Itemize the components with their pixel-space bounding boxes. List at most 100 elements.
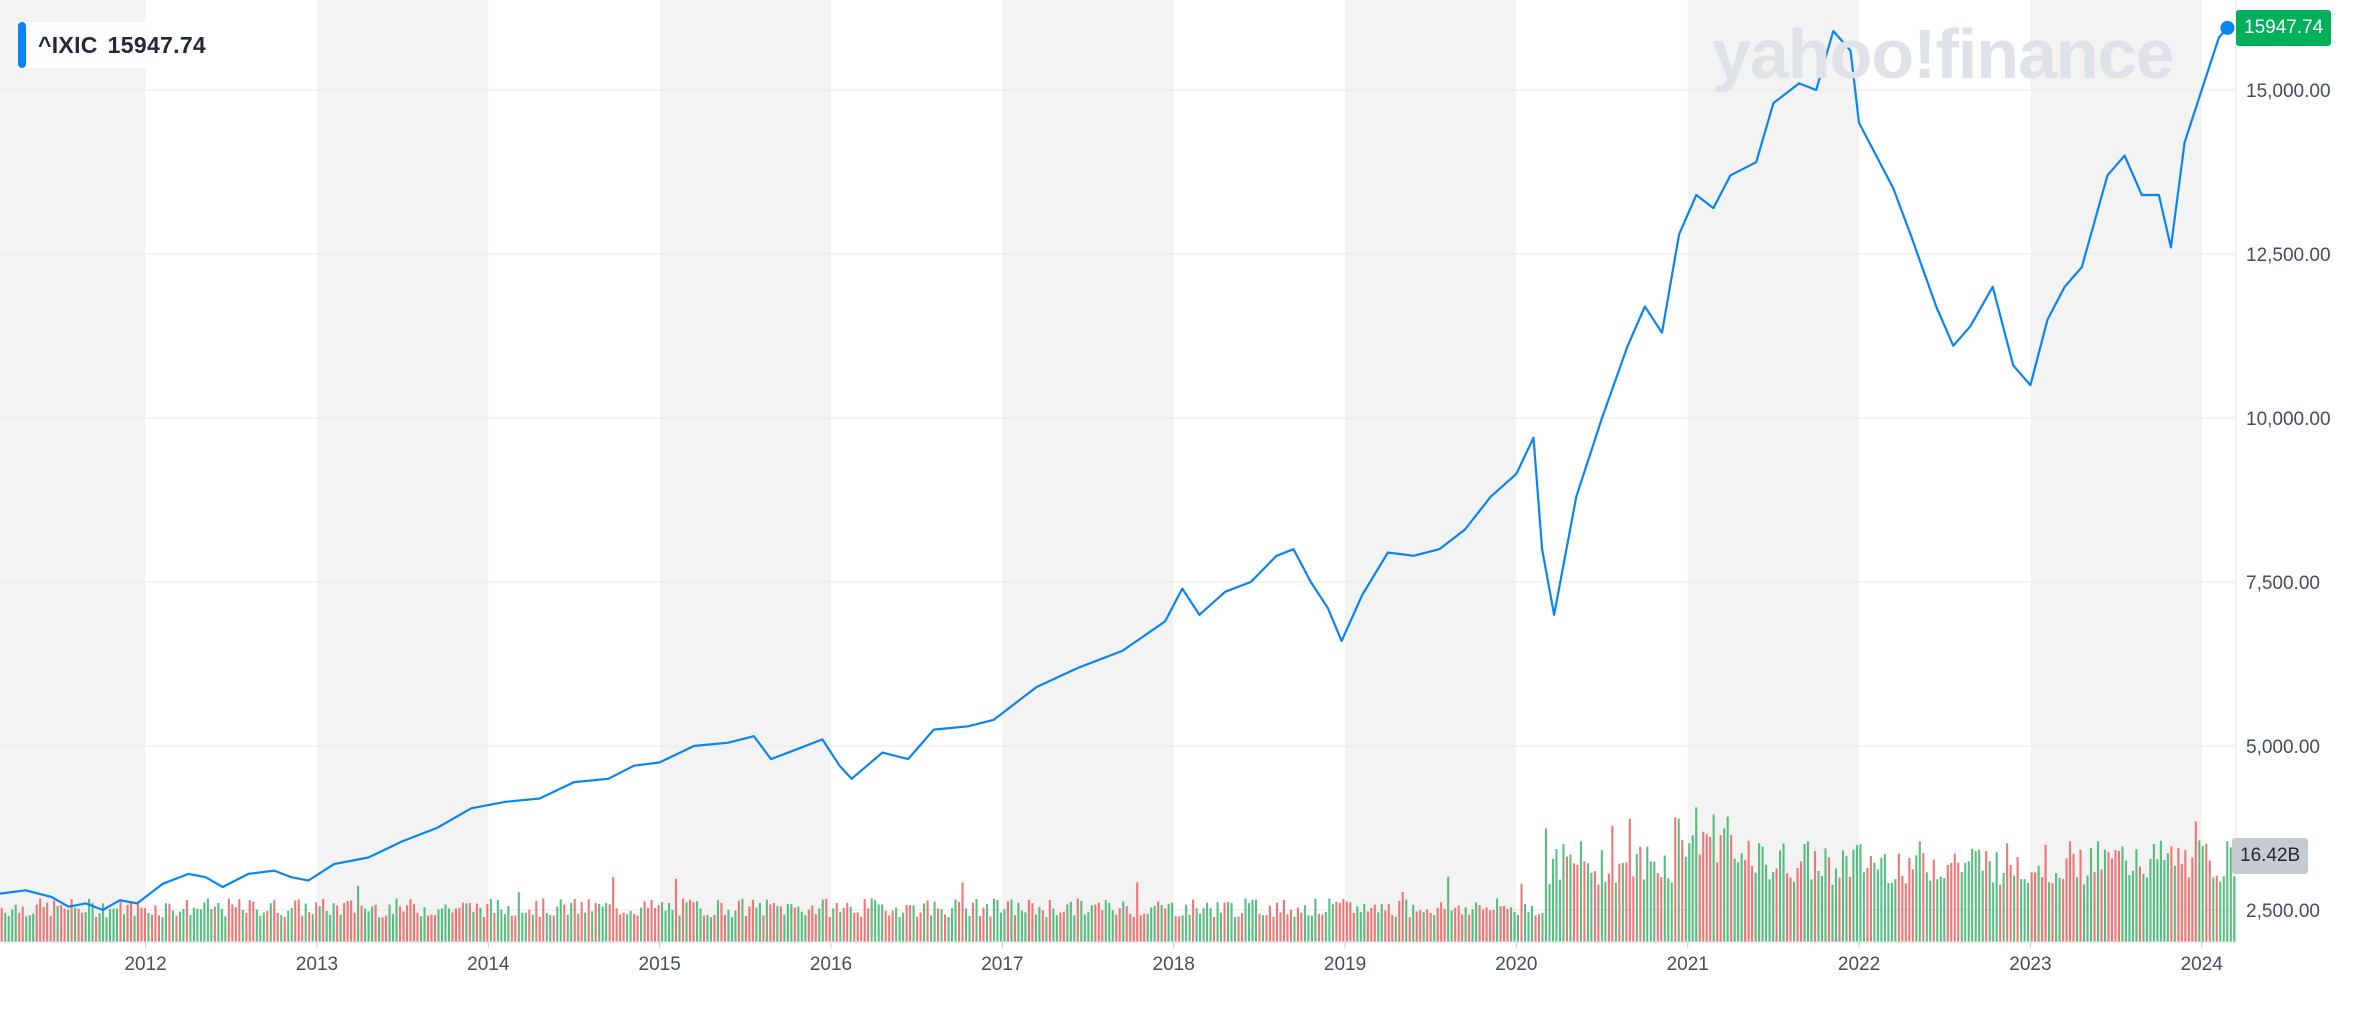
volume-bar xyxy=(60,904,63,942)
volume-bar xyxy=(1031,903,1034,942)
volume-bar xyxy=(371,906,374,942)
volume-bar xyxy=(1660,877,1663,942)
volume-bar xyxy=(81,912,84,942)
volume-bar xyxy=(1558,879,1562,942)
volume-bar xyxy=(912,905,915,942)
volume-bar xyxy=(1960,871,1963,942)
volume-bar xyxy=(1139,915,1142,942)
volume-bar xyxy=(1565,856,1568,942)
volume-bar xyxy=(1758,843,1761,942)
volume-bar xyxy=(1275,902,1279,942)
year-band xyxy=(1345,0,1517,942)
year-band xyxy=(0,0,146,942)
volume-bar xyxy=(1223,902,1226,942)
volume-bar xyxy=(1440,901,1443,942)
volume-bar xyxy=(1813,851,1817,942)
volume-bar xyxy=(2086,875,2089,942)
volume-bar xyxy=(1639,846,1642,942)
volume-bar xyxy=(1957,862,1960,942)
volume-bar xyxy=(2170,846,2173,942)
volume-bar xyxy=(1593,871,1596,942)
volume-bar xyxy=(1516,915,1520,942)
volume-bar xyxy=(957,901,961,942)
volume-bar xyxy=(1810,879,1813,942)
volume-bar xyxy=(1391,915,1394,942)
volume-bar xyxy=(860,916,863,942)
volume-bar xyxy=(685,902,688,942)
volume-bar xyxy=(1247,903,1251,942)
volume-bar xyxy=(412,904,416,942)
volume-bar xyxy=(433,915,437,942)
volume-bar xyxy=(395,898,398,942)
volume-bar xyxy=(447,908,450,942)
volume-bar xyxy=(185,900,188,942)
volume-bar xyxy=(1045,917,1048,942)
volume-badge: 16.42B xyxy=(2232,838,2309,874)
volume-bar xyxy=(678,915,681,942)
volume-bar xyxy=(2219,881,2222,942)
volume-bar xyxy=(1377,912,1380,942)
volume-bar xyxy=(1240,913,1244,942)
volume-bar xyxy=(475,903,478,942)
volume-bar xyxy=(1489,910,1492,942)
volume-bar xyxy=(1929,880,1932,942)
volume-bar xyxy=(2051,883,2054,942)
volume-bar xyxy=(224,916,227,942)
volume-bar xyxy=(14,904,17,942)
volume-bar xyxy=(129,901,133,942)
volume-bar xyxy=(1670,882,1673,942)
x-tick-label: 2017 xyxy=(981,954,1023,975)
volume-bar xyxy=(713,915,716,942)
volume-bar xyxy=(947,916,950,942)
volume-bar xyxy=(727,909,730,942)
volume-bar xyxy=(1831,884,1834,942)
volume-bar xyxy=(1862,872,1865,942)
volume-bar xyxy=(1859,844,1862,942)
volume-bar xyxy=(273,900,276,942)
volume-bar xyxy=(2233,876,2236,942)
volume-bar xyxy=(1943,878,1946,942)
volume-bar xyxy=(1852,849,1855,942)
volume-bar xyxy=(238,899,241,942)
volume-bar xyxy=(1768,879,1771,942)
volume-bar xyxy=(1094,904,1097,942)
volume-bar xyxy=(1412,904,1415,942)
volume-bar xyxy=(199,909,202,942)
volume-bar xyxy=(985,904,989,942)
volume-bar xyxy=(2002,873,2005,942)
volume-bar xyxy=(895,907,898,942)
volume-bar xyxy=(1321,914,1324,942)
volume-bar xyxy=(1034,914,1037,942)
volume-bar xyxy=(2058,877,2061,942)
volume-bar xyxy=(1041,910,1044,942)
volume-bar xyxy=(1817,870,1820,942)
volume-bar xyxy=(1820,876,1824,942)
volume-bar xyxy=(1911,869,1914,942)
volume-bar xyxy=(182,908,185,942)
volume-bar xyxy=(765,899,768,942)
volume-bar xyxy=(1747,840,1750,942)
volume-bar xyxy=(744,915,747,942)
volume-bar xyxy=(1066,904,1069,942)
volume-bar xyxy=(751,899,754,942)
volume-bar xyxy=(1544,828,1548,942)
volume-bar xyxy=(1132,916,1135,942)
volume-bar xyxy=(1607,873,1610,942)
volume-bar xyxy=(1286,914,1289,942)
volume-bar xyxy=(1370,908,1373,942)
volume-bar xyxy=(1985,851,1988,942)
volume-bar xyxy=(1160,904,1163,942)
volume-bar xyxy=(1988,861,1991,942)
volume-bar xyxy=(388,904,391,942)
volume-bar xyxy=(1073,915,1076,942)
volume-bar xyxy=(1352,913,1355,942)
volume-bar xyxy=(70,899,73,942)
volume-bar xyxy=(1786,873,1789,942)
volume-bar xyxy=(1709,836,1712,942)
volume-bar xyxy=(1233,916,1237,942)
volume-bar xyxy=(2075,877,2079,942)
volume-bar xyxy=(650,900,653,942)
volume-bar xyxy=(1230,903,1233,942)
